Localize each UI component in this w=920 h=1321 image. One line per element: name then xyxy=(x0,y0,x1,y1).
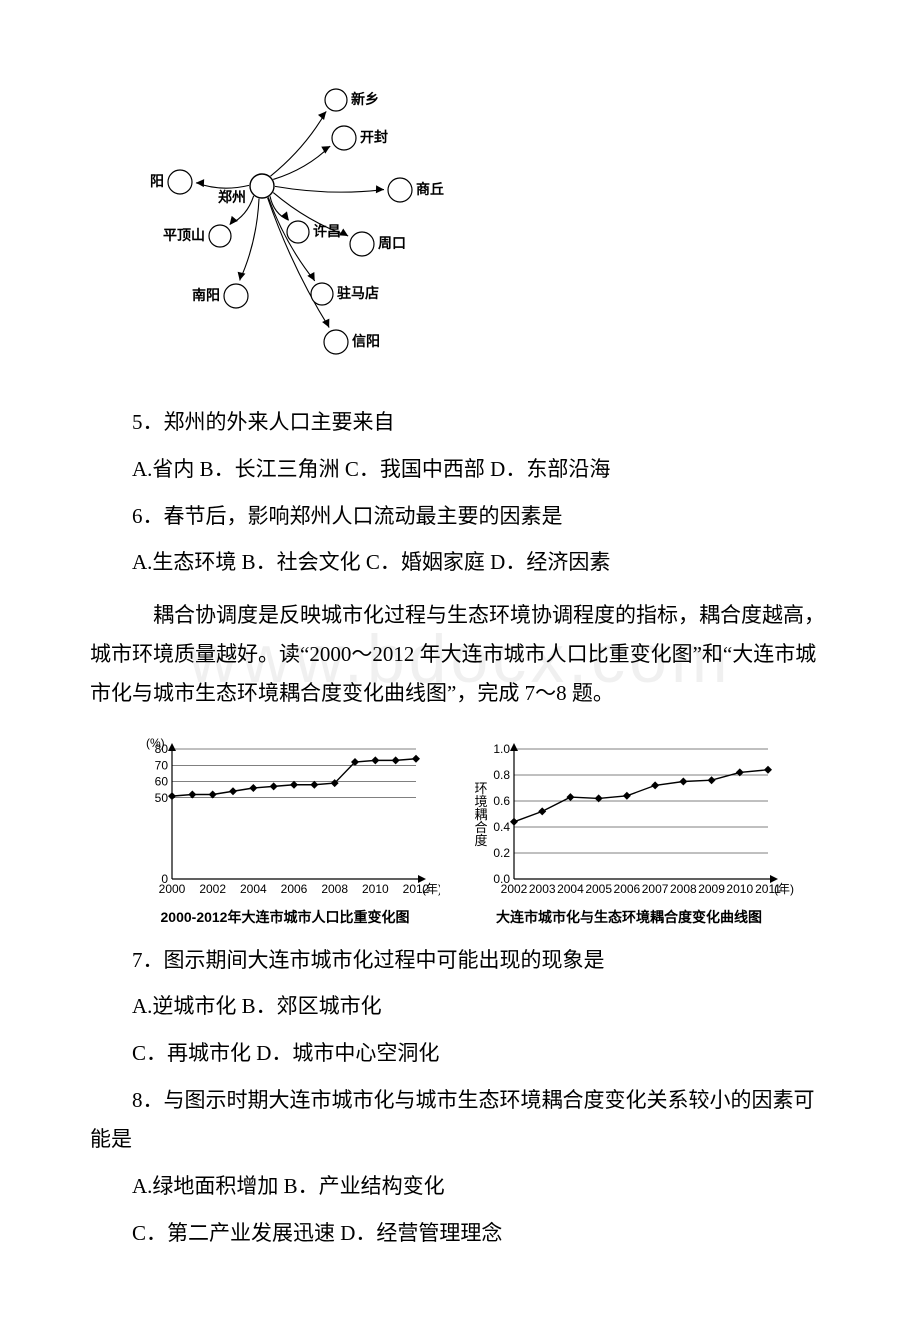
svg-text:周口: 周口 xyxy=(378,235,406,251)
svg-text:2010: 2010 xyxy=(726,882,753,896)
svg-text:2006: 2006 xyxy=(614,882,641,896)
svg-text:0.2: 0.2 xyxy=(493,846,510,860)
svg-text:新乡: 新乡 xyxy=(351,91,379,107)
svg-text:0.4: 0.4 xyxy=(493,820,510,834)
svg-text:70: 70 xyxy=(155,758,169,772)
svg-text:(年): (年) xyxy=(774,882,794,896)
svg-text:2000: 2000 xyxy=(159,882,186,896)
q6-stem: 6．春节后，影响郑州人口流动最主要的因素是 xyxy=(90,497,830,536)
svg-text:2009: 2009 xyxy=(698,882,725,896)
svg-text:(%): (%) xyxy=(146,736,165,750)
svg-text:2008: 2008 xyxy=(670,882,697,896)
charts-row: 050607080(%)2000200220042006200820102012… xyxy=(130,733,830,931)
q7-options-line1: A.逆城市化 B．郊区城市化 xyxy=(90,987,830,1026)
chart1-block: 050607080(%)2000200220042006200820102012… xyxy=(130,733,440,931)
svg-text:商丘: 商丘 xyxy=(416,181,444,197)
svg-text:信阳: 信阳 xyxy=(352,333,380,349)
svg-text:0.6: 0.6 xyxy=(493,794,510,808)
svg-text:2010: 2010 xyxy=(362,882,389,896)
q5-options: A.省内 B．长江三角洲 C．我国中西部 D．东部沿海 xyxy=(90,450,830,489)
q6-options: A.生态环境 B．社会文化 C．婚姻家庭 D．经济因素 xyxy=(90,543,830,582)
svg-text:0.8: 0.8 xyxy=(493,768,510,782)
svg-text:2007: 2007 xyxy=(642,882,669,896)
svg-text:驻马店: 驻马店 xyxy=(337,285,379,301)
q8-options-line1: A.绿地面积增加 B．产业结构变化 xyxy=(90,1167,830,1206)
svg-text:2004: 2004 xyxy=(240,882,267,896)
svg-text:2004: 2004 xyxy=(557,882,584,896)
q8-options-line2: C．第二产业发展迅速 D．经营管理理念 xyxy=(90,1214,830,1253)
migration-diagram: 新乡开封商丘周口驻马店信阳 南阳 许昌 平顶山 洛阳郑州 xyxy=(150,80,830,383)
svg-text:开封: 开封 xyxy=(360,129,388,145)
intro-coupling: 耦合协调度是反映城市化过程与生态环境协调程度的指标，耦合度越高，城市环境质量越好… xyxy=(90,596,830,713)
q5-stem: 5．郑州的外来人口主要来自 xyxy=(90,403,830,442)
chart2-block: 0.00.20.40.60.81.0环境耦合度20022003200420052… xyxy=(464,733,794,931)
q7-stem: 7．图示期间大连市城市化过程中可能出现的现象是 xyxy=(90,941,830,980)
svg-text:洛阳: 洛阳 xyxy=(150,173,164,189)
svg-text:2003: 2003 xyxy=(529,882,556,896)
chart2-caption: 大连市城市化与生态环境耦合度变化曲线图 xyxy=(496,905,762,931)
q8-stem: 8．与图示时期大连市城市化与城市生态环境耦合度变化关系较小的因素可能是 xyxy=(90,1081,830,1159)
svg-text:平顶山: 平顶山 xyxy=(163,227,205,243)
svg-text:2005: 2005 xyxy=(585,882,612,896)
svg-text:60: 60 xyxy=(155,774,169,788)
svg-text:郑州: 郑州 xyxy=(218,189,246,205)
svg-text:南阳: 南阳 xyxy=(192,287,220,303)
svg-text:环境耦合度: 环境耦合度 xyxy=(473,781,488,846)
svg-text:2008: 2008 xyxy=(321,882,348,896)
svg-text:许昌: 许昌 xyxy=(313,223,341,239)
svg-text:2002: 2002 xyxy=(199,882,226,896)
svg-text:1.0: 1.0 xyxy=(493,742,510,756)
svg-text:2006: 2006 xyxy=(281,882,308,896)
svg-text:(年): (年) xyxy=(422,882,440,896)
q7-options-line2: C．再城市化 D．城市中心空洞化 xyxy=(90,1034,830,1073)
svg-text:50: 50 xyxy=(155,791,169,805)
svg-text:2002: 2002 xyxy=(501,882,528,896)
chart1-caption: 2000-2012年大连市城市人口比重变化图 xyxy=(161,905,410,931)
